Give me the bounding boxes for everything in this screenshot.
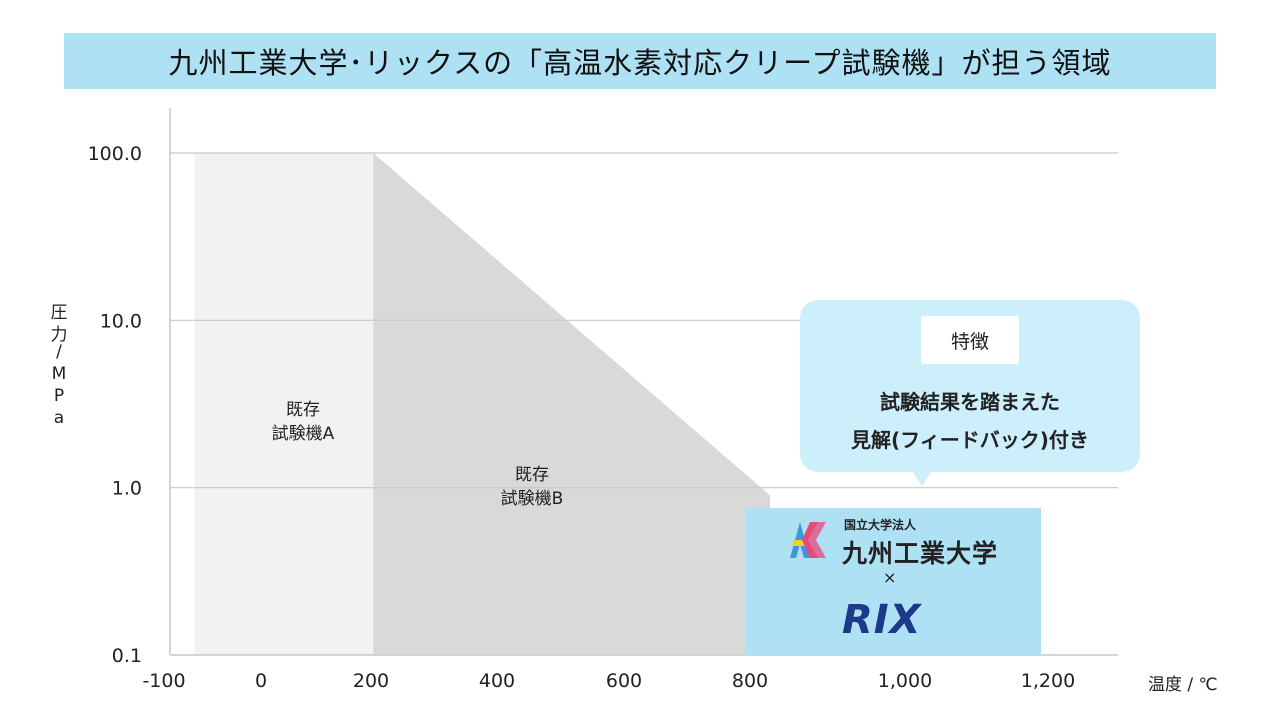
y-axis-label-char: 圧 xyxy=(50,303,68,323)
region-label: 試験機B xyxy=(501,489,564,509)
collaboration-logo-box xyxy=(746,508,1041,655)
y-axis-label-char: M xyxy=(51,364,67,384)
x-tick-label: 1,000 xyxy=(878,670,932,692)
university-name: 九州工業大学 xyxy=(842,539,999,568)
y-tick-label: 1.0 xyxy=(112,478,142,500)
y-axis-label-char: 力 xyxy=(50,325,68,345)
y-axis-label-char: / xyxy=(56,342,62,362)
x-tick-label: 600 xyxy=(606,670,642,692)
x-tick-label: -100 xyxy=(142,670,185,692)
y-axis-label-char: a xyxy=(53,408,65,428)
y-tick-label: 0.1 xyxy=(112,645,142,667)
callout-text-line2: 見解(フィードバック)付き xyxy=(851,428,1089,452)
region-label: 既存 xyxy=(515,465,549,485)
title-bar: 九州工業大学･リックスの「高温水素対応クリープ試験機」が担う領域 xyxy=(64,33,1216,89)
callout-text-line1: 試験結果を踏まえた xyxy=(880,390,1060,414)
region-label: 試験機A xyxy=(272,424,335,444)
feature-tag: 特徴 xyxy=(921,316,1019,364)
x-tick-label: 200 xyxy=(353,670,389,692)
x-tick-label: 400 xyxy=(479,670,515,692)
region-label: 既存 xyxy=(286,400,320,420)
y-axis-label-char: P xyxy=(53,386,65,406)
y-tick-label: 100.0 xyxy=(88,143,142,165)
x-axis-label: 温度 / ℃ xyxy=(1148,675,1218,695)
region-a xyxy=(194,153,374,655)
rix-logo: RIX xyxy=(842,597,922,643)
x-tick-label: 0 xyxy=(255,670,267,692)
region-b xyxy=(373,153,770,655)
kyutech-logo-icon xyxy=(790,522,826,558)
y-tick-label: 10.0 xyxy=(100,310,142,332)
x-tick-label: 1,200 xyxy=(1021,670,1075,692)
x-tick-label: 800 xyxy=(732,670,768,692)
university-type-label: 国立大学法人 xyxy=(844,518,917,532)
collaboration-times-sign: × xyxy=(883,568,897,587)
callout-tail xyxy=(910,468,934,486)
page-title: 九州工業大学･リックスの「高温水素対応クリープ試験機」が担う領域 xyxy=(168,46,1112,80)
